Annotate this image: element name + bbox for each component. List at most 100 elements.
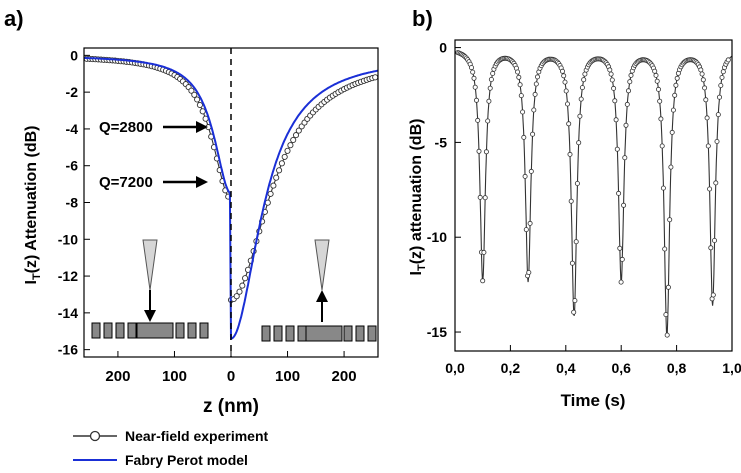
panel-a-ytick-label: -10: [58, 231, 78, 247]
time-series-point: [530, 131, 536, 137]
time-series-point: [523, 227, 529, 233]
time-series-point: [705, 143, 711, 149]
time-series-point: [475, 117, 481, 123]
time-series-point: [531, 107, 537, 113]
panel-b-xtick-label: 0,0: [445, 360, 465, 376]
time-series-point: [481, 249, 487, 255]
time-series-point: [566, 121, 572, 127]
panel-b-plot: 0,0 0,2 0,4 0,6 0,8 1,0 0 -5 -10 -15 Time (s) IT(…: [408, 39, 741, 410]
panel-b-ylabel: IT(z) attenuation (dB): [408, 119, 428, 276]
right-probe-tip: [314, 239, 330, 322]
time-series-point: [698, 67, 704, 73]
time-series-point: [582, 71, 588, 77]
panel-b-ytick-label: 0: [439, 40, 447, 56]
time-series-point: [611, 85, 617, 91]
time-series-point: [703, 97, 709, 103]
time-series-point: [486, 98, 492, 104]
series-line-model: [84, 57, 379, 340]
time-series-point: [708, 245, 714, 251]
panel-a-ylabel: IT(z) Attenuation (dB): [23, 126, 43, 285]
panel-a-ytick-label: 0: [70, 47, 78, 63]
time-series-point: [476, 148, 482, 154]
time-series-point: [571, 309, 577, 315]
time-series-point: [472, 84, 478, 90]
time-series-point: [520, 109, 526, 115]
panel-a-label: a): [4, 6, 24, 31]
panel-a-plot: 200 100 0 100 200 0 -2 -4 -6 -8 -10 -12 -14 -16: [23, 47, 379, 417]
time-series-point: [719, 75, 725, 81]
panel-b-ytick-label: -5: [435, 134, 448, 150]
time-series-point: [624, 101, 630, 107]
left-probe-tip: [142, 239, 158, 322]
time-series-point: [619, 256, 625, 262]
time-series-point: [567, 151, 573, 157]
panel-b-xtick-label: 1,0: [722, 360, 741, 376]
time-series-point: [713, 180, 719, 186]
time-series-point: [652, 68, 658, 74]
time-series-point: [482, 195, 488, 201]
time-series-point: [485, 118, 491, 124]
experiment-point: [273, 174, 280, 181]
experiment-point: [239, 282, 246, 289]
experiment-point: [287, 142, 294, 149]
time-series-point: [623, 122, 629, 128]
panel-a-xtick-label: 100: [275, 368, 300, 385]
panel-a-ytick-label: -14: [58, 305, 78, 321]
legend-label-experiment: Near-field experiment: [125, 428, 268, 444]
experiment-point: [194, 96, 201, 103]
legend: Near-field experiment Fabry Perot model: [73, 428, 268, 468]
panel-a-ytick-label: -8: [66, 195, 79, 211]
time-series-point: [581, 77, 587, 83]
panel-a-xtick-label: 100: [162, 368, 187, 385]
time-series-point: [670, 107, 676, 113]
time-series-point: [613, 117, 619, 123]
experiment-point: [191, 91, 198, 98]
time-series-point: [578, 96, 584, 102]
time-series-point: [535, 74, 541, 80]
experiment-point: [233, 293, 240, 300]
experiment-point: [290, 136, 297, 144]
time-series-point: [527, 220, 533, 226]
panel-b-xtick-label: 0,6: [611, 360, 631, 376]
time-series-point: [628, 72, 634, 78]
q7200-annotation: Q=7200: [99, 174, 208, 191]
time-series-point: [490, 71, 496, 77]
time-series-point: [470, 69, 476, 75]
time-series-point: [668, 164, 674, 170]
time-series-point: [517, 82, 523, 88]
time-series-point: [614, 146, 620, 152]
panel-a-ytick-label: -16: [58, 342, 78, 358]
experiment-point: [281, 153, 288, 160]
panel-b-ytick-label: -10: [427, 229, 447, 245]
time-series-point: [516, 74, 522, 80]
time-series-point: [609, 77, 615, 83]
time-series-point: [718, 83, 724, 89]
panel-b-axes-frame: [454, 39, 733, 352]
time-series-point: [487, 85, 493, 91]
legend-entry-model: Fabry Perot model: [73, 452, 248, 468]
time-series-point: [672, 92, 678, 98]
time-series-point: [656, 86, 662, 92]
time-series-point: [702, 85, 708, 91]
time-series-point: [707, 186, 713, 192]
time-series-point: [568, 198, 574, 204]
time-series-point: [715, 112, 721, 118]
time-series-point: [576, 140, 582, 146]
time-series-point: [533, 81, 539, 87]
time-series-point: [657, 98, 663, 104]
legend-label-model: Fabry Perot model: [125, 452, 248, 468]
time-series-point: [699, 71, 705, 77]
time-series-point: [483, 149, 489, 155]
q2800-label: Q=2800: [99, 119, 153, 136]
time-series-point: [627, 79, 633, 85]
time-series-point: [515, 69, 521, 75]
time-series-point: [532, 91, 538, 97]
time-series-point: [669, 129, 675, 135]
time-series-point: [569, 260, 575, 266]
time-series-point: [663, 312, 669, 318]
time-series-point: [565, 101, 571, 107]
time-series-point: [674, 75, 680, 81]
experiment-point: [242, 275, 249, 282]
time-series-point: [473, 97, 479, 103]
time-series-point: [572, 298, 578, 304]
